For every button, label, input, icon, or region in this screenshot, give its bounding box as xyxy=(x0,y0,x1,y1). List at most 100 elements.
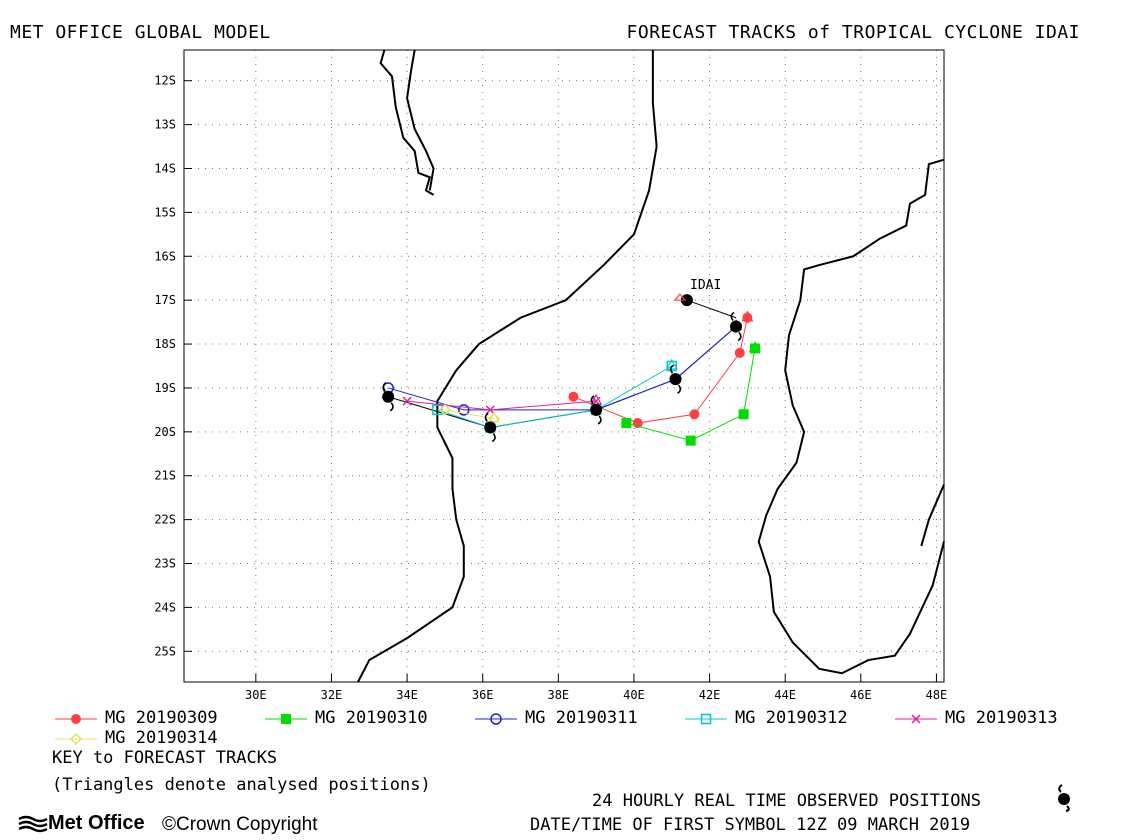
cyclone-symbol-arm xyxy=(669,364,674,374)
storm-label: IDAI xyxy=(690,278,721,293)
forecast-point xyxy=(402,396,412,406)
cyclone-symbol-arm xyxy=(491,432,496,443)
legend-marker-icon xyxy=(895,713,937,724)
forecast-point xyxy=(685,435,696,446)
axis-ticks: 12S 13S 14S 15S 16S 17S 18S 19S 20S 21S 22S 23S 24S 2… xyxy=(154,74,947,702)
cyclone-symbol-core xyxy=(669,373,682,386)
lat-tick-label: 19S xyxy=(154,381,176,395)
forecast-tracks xyxy=(382,293,761,446)
legend-item: MG 20190311 xyxy=(475,708,638,728)
cyclone-symbol-icon xyxy=(484,412,497,443)
lon-tick-label: 48E xyxy=(926,688,948,702)
observed-track-line xyxy=(686,299,737,319)
lon-tick-label: 36E xyxy=(472,688,494,702)
cyclone-symbol-arm xyxy=(590,395,595,405)
coastline-segment xyxy=(757,158,945,675)
copyright-notice: ©Crown Copyright xyxy=(162,814,318,835)
legend-item: MG 20190314 xyxy=(55,728,218,748)
legend-label: MG 20190310 xyxy=(315,708,428,728)
legend-item: MG 20190312 xyxy=(685,708,848,728)
cyclone-symbol-arm xyxy=(597,415,602,425)
analysed-position-triangle xyxy=(673,293,687,301)
coastline-segment xyxy=(920,484,945,547)
forecast-point xyxy=(485,405,495,415)
lat-tick-label: 18S xyxy=(154,337,176,351)
forecast-track-line xyxy=(437,365,673,428)
lat-tick-label: 17S xyxy=(154,293,176,307)
map-grid xyxy=(184,50,944,682)
cyclone-symbol-core xyxy=(382,390,395,403)
forecast-point xyxy=(749,343,760,354)
cyclone-symbol-core xyxy=(730,320,743,333)
cyclone-symbol-arm xyxy=(389,402,394,412)
forecast-point xyxy=(568,391,579,402)
cyclone-symbol-arm xyxy=(737,332,742,342)
cyclone-symbol-icon xyxy=(382,382,395,412)
lat-tick-label: 16S xyxy=(154,249,176,263)
cyclone-symbol-arm xyxy=(484,412,489,422)
legend-label: MG 20190313 xyxy=(945,708,1058,728)
cyclone-symbol-core xyxy=(484,421,497,434)
lat-tick-label: 15S xyxy=(154,205,176,219)
lat-tick-label: 23S xyxy=(154,557,176,571)
legend-marker-icon xyxy=(55,732,97,745)
cyclone-symbol-arm xyxy=(382,382,387,392)
legend-item: MG 20190310 xyxy=(265,708,428,728)
met-office-logo: Met Office xyxy=(18,812,145,835)
analysed-position-triangle xyxy=(665,358,678,370)
lat-tick-label: 25S xyxy=(154,644,176,658)
lon-tick-label: 30E xyxy=(245,688,267,702)
forecast-point xyxy=(738,409,749,420)
lon-tick-label: 46E xyxy=(850,688,872,702)
legend-label: MG 20190311 xyxy=(525,708,638,728)
key-note: (Triangles denote analysed positions) xyxy=(52,775,431,795)
lon-tick-label: 38E xyxy=(547,688,569,702)
lon-tick-label: 42E xyxy=(699,688,721,702)
first-symbol-datetime: DATE/TIME OF FIRST SYMBOL 12Z 09 MARCH 2… xyxy=(530,815,971,835)
legend-marker xyxy=(490,712,502,725)
forecast-title: FORECAST TRACKS of TROPICAL CYCLONE IDAI xyxy=(626,22,1080,43)
cyclone-symbol-icon xyxy=(1058,784,1070,812)
legend-label: MG 20190312 xyxy=(735,708,848,728)
lon-tick-label: 34E xyxy=(396,688,418,702)
lat-tick-label: 13S xyxy=(154,118,176,132)
lat-tick-label: 12S xyxy=(154,74,176,88)
lat-tick-label: 22S xyxy=(154,513,176,527)
cyclone-symbol-arm xyxy=(677,384,682,394)
cyclone-symbol-icon xyxy=(590,395,603,425)
forecast-track-line xyxy=(626,348,756,442)
forecast-point xyxy=(591,396,601,406)
legend-marker-icon xyxy=(265,713,307,724)
legend-marker-icon xyxy=(685,713,727,724)
legend-label: MG 20190314 xyxy=(105,728,218,748)
coastline-segment xyxy=(406,49,435,191)
forecast-point xyxy=(438,403,451,416)
lat-tick-label: 20S xyxy=(154,425,176,439)
forecast-point xyxy=(689,409,700,420)
observed-positions-label: 24 HOURLY REAL TIME OBSERVED POSITIONS xyxy=(592,791,981,811)
legend-marker-icon xyxy=(55,713,97,724)
forecast-point xyxy=(734,347,745,358)
cyclone-symbol-icon xyxy=(669,364,682,394)
coastline xyxy=(357,49,945,683)
lat-tick-label: 21S xyxy=(154,469,176,483)
legend-marker-icon xyxy=(475,712,517,725)
legend-item: MG 20190313 xyxy=(895,708,1058,728)
lat-tick-label: 14S xyxy=(154,162,176,176)
coastline-segment xyxy=(379,49,435,196)
forecast-point xyxy=(432,404,443,416)
forecast-point xyxy=(621,418,632,429)
coastline-segment xyxy=(357,50,658,683)
forecast-point xyxy=(742,312,753,323)
legend-item: MG 20190309 xyxy=(55,708,218,728)
legend-marker xyxy=(69,732,83,745)
map-frame xyxy=(183,49,945,683)
met-office-waves-icon xyxy=(18,815,48,832)
model-title: MET OFFICE GLOBAL MODEL xyxy=(10,22,271,43)
lon-tick-label: 44E xyxy=(774,688,796,702)
key-title: KEY to FORECAST TRACKS xyxy=(52,748,278,768)
legend-marker xyxy=(281,713,291,724)
observed-track-line xyxy=(388,326,737,428)
legend-marker xyxy=(911,713,921,724)
